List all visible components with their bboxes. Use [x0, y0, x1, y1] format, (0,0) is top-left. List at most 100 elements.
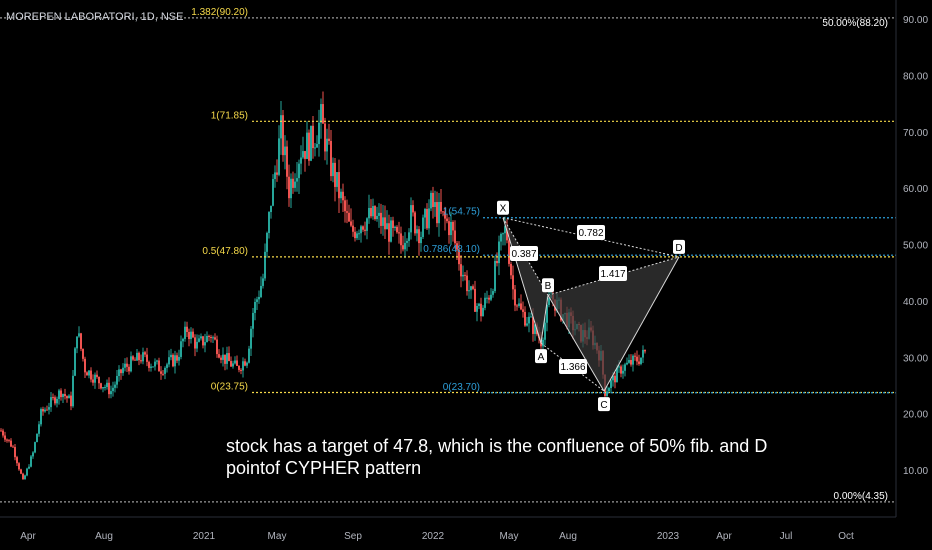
- candle-body: [284, 146, 286, 156]
- candle-body: [224, 354, 226, 364]
- candle-body: [366, 218, 368, 231]
- candle-body: [182, 338, 184, 342]
- candle-body: [92, 379, 94, 383]
- candle-body: [488, 297, 490, 300]
- candle-body: [66, 396, 68, 399]
- candle-body: [156, 360, 158, 362]
- candle-body: [238, 365, 240, 370]
- candle-body: [252, 312, 254, 329]
- candle-body: [242, 361, 244, 371]
- candle-body: [106, 382, 108, 388]
- candle-body: [334, 162, 336, 187]
- candle-body: [470, 286, 472, 291]
- candle-body: [202, 336, 204, 346]
- candle-body: [34, 442, 36, 453]
- candle-body: [316, 144, 318, 148]
- candle-body: [530, 316, 532, 318]
- candle-body: [456, 243, 458, 250]
- candle-body: [476, 305, 478, 312]
- candle-body: [410, 205, 412, 233]
- candle-body: [104, 387, 106, 389]
- candle-body: [288, 176, 290, 199]
- candle-body: [192, 331, 194, 338]
- candle-body: [322, 104, 324, 124]
- candle-body: [280, 115, 282, 139]
- candle-body: [318, 122, 320, 145]
- candle-body: [510, 263, 512, 276]
- candle-body: [452, 221, 454, 231]
- candle-body: [398, 232, 400, 234]
- pattern-point-label: A: [538, 352, 545, 363]
- candle-body: [544, 322, 546, 340]
- candle-body: [458, 249, 460, 265]
- candle-body: [72, 375, 74, 407]
- candle-body: [506, 226, 508, 241]
- price-tick-label: 10.00: [903, 466, 928, 477]
- pattern-ratio-label: 0.387: [511, 249, 536, 260]
- candle-body: [176, 355, 178, 361]
- candle-body: [226, 353, 228, 364]
- candle-body: [154, 361, 156, 367]
- candle-body: [42, 409, 44, 412]
- candle-body: [210, 336, 212, 338]
- candle-body: [330, 140, 332, 177]
- candle-body: [62, 394, 64, 398]
- candle-body: [342, 191, 344, 201]
- candle-body: [56, 398, 58, 404]
- candle-body: [352, 225, 354, 232]
- candle-body: [218, 354, 220, 358]
- candle-body: [464, 274, 466, 276]
- candle-body: [234, 360, 236, 364]
- candle-body: [454, 230, 456, 244]
- candle-body: [144, 352, 146, 355]
- candle-body: [310, 125, 312, 161]
- candle-body: [480, 303, 482, 317]
- candle-body: [482, 307, 484, 317]
- candle-body: [78, 333, 80, 337]
- candle-body: [80, 333, 82, 349]
- candle-body: [88, 370, 90, 376]
- candle-body: [168, 357, 170, 365]
- time-tick-label: Sep: [344, 531, 362, 542]
- candle-body: [610, 380, 612, 389]
- candle-body: [396, 226, 398, 233]
- candle-body: [522, 309, 524, 312]
- candle-body: [500, 233, 502, 242]
- candle-body: [204, 342, 206, 346]
- cypher-pattern: X A B C D 0.387 0.782 1.417 1.366: [497, 200, 685, 412]
- candle-body: [200, 336, 202, 339]
- fib-label-right: 0.00%(4.35): [834, 491, 888, 502]
- candle-body: [68, 395, 70, 399]
- pattern-ratio-label: 1.417: [600, 269, 625, 280]
- candle-body: [314, 147, 316, 149]
- candle-body: [326, 138, 328, 152]
- candle-body: [178, 356, 180, 361]
- fib-label-left: 1(71.85): [211, 110, 248, 121]
- candle-body: [484, 297, 486, 308]
- candle-body: [504, 226, 506, 234]
- fib-label-mid: 1(54.75): [443, 207, 480, 218]
- candle-body: [448, 221, 450, 236]
- fib-label-left: 0.5(47.80): [202, 246, 248, 257]
- pattern-point-box: [535, 349, 547, 364]
- candle-body: [256, 299, 258, 302]
- pattern-point-box: [598, 397, 610, 412]
- fib-label-right: 50.00%(88.20): [822, 18, 888, 29]
- candle-body: [498, 241, 500, 264]
- candle-body: [28, 466, 30, 469]
- candle-body: [32, 452, 34, 457]
- candle-body: [324, 123, 326, 152]
- candle-body: [422, 217, 424, 238]
- pattern-ratio-box: [559, 359, 587, 374]
- candle-body: [368, 207, 370, 219]
- candle-body: [308, 132, 310, 161]
- candle-body: [636, 356, 638, 362]
- price-tick-label: 90.00: [903, 15, 928, 26]
- candle-body: [360, 226, 362, 234]
- candle-body: [54, 397, 56, 404]
- candle-body: [640, 357, 642, 364]
- candle-body: [358, 233, 360, 235]
- candle-body: [420, 237, 422, 244]
- candle-body: [346, 211, 348, 213]
